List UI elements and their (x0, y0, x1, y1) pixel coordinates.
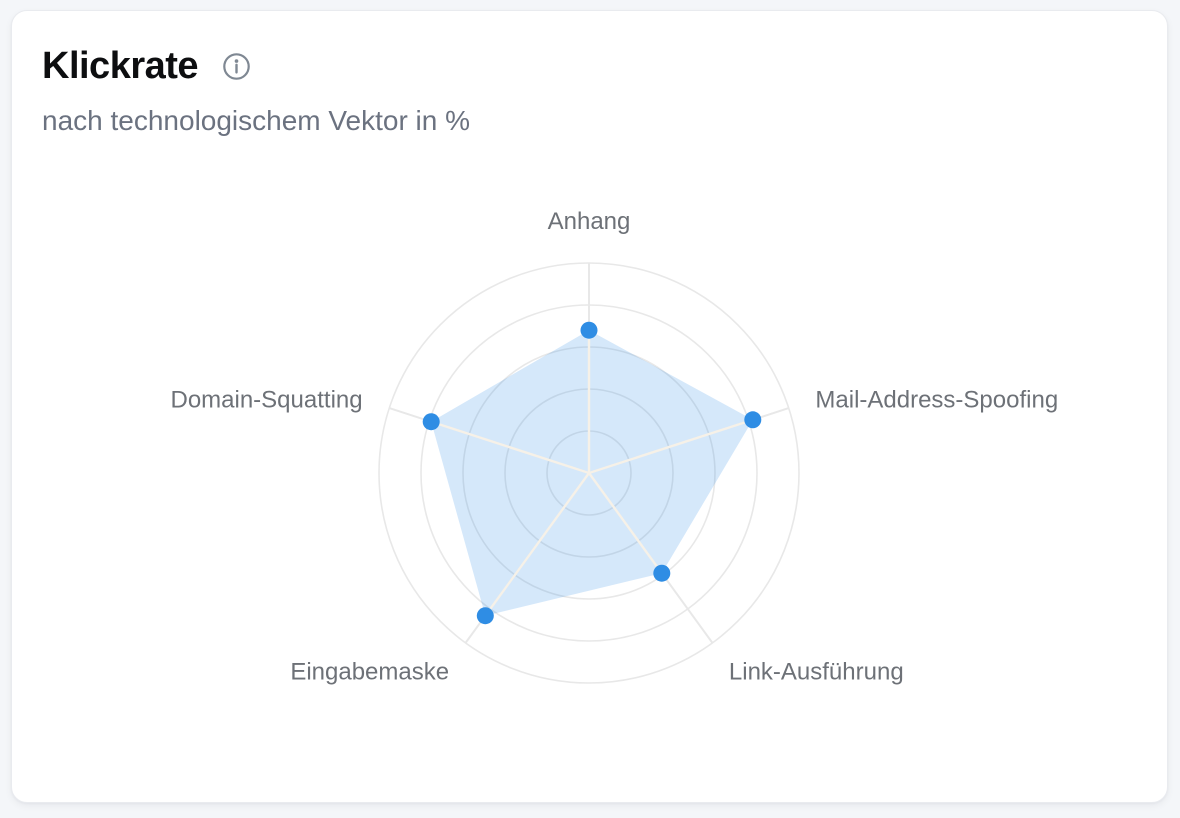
axis-label-link-ausf-hrung: Link-Ausführung (729, 659, 904, 686)
radar-axis-highlight (431, 406, 590, 475)
axis-label-domain-squatting: Domain-Squatting (170, 387, 362, 414)
radar-chart: Anhang Mail-Address-Spoofing Link-Ausführu… (170, 208, 1058, 686)
data-point-anhang[interactable] (580, 321, 598, 339)
data-point-link-ausf-hrung[interactable] (653, 564, 671, 582)
title-row: Klickrate (42, 45, 470, 89)
data-point-eingabemaske[interactable] (476, 607, 494, 625)
axis-label-mail-address-spoofing: Mail-Address-Spoofing (815, 387, 1058, 414)
data-point-mail-address-spoofing[interactable] (744, 411, 762, 429)
card-subtitle: nach technologischem Vektor in % (42, 104, 471, 136)
data-point-domain-squatting[interactable] (422, 413, 440, 431)
info-circle-icon[interactable] (222, 52, 251, 81)
page-title: Klickrate (42, 45, 199, 87)
radar-axis-highlight (588, 406, 753, 475)
axis-label-anhang: Anhang (548, 208, 631, 235)
card-header: Klickrate nach technologischem Vektor in… (42, 45, 470, 137)
klickrate-card: Klickrate nach technologischem Vektor in… (11, 10, 1168, 803)
axis-label-eingabemaske: Eingabemaske (290, 659, 449, 686)
